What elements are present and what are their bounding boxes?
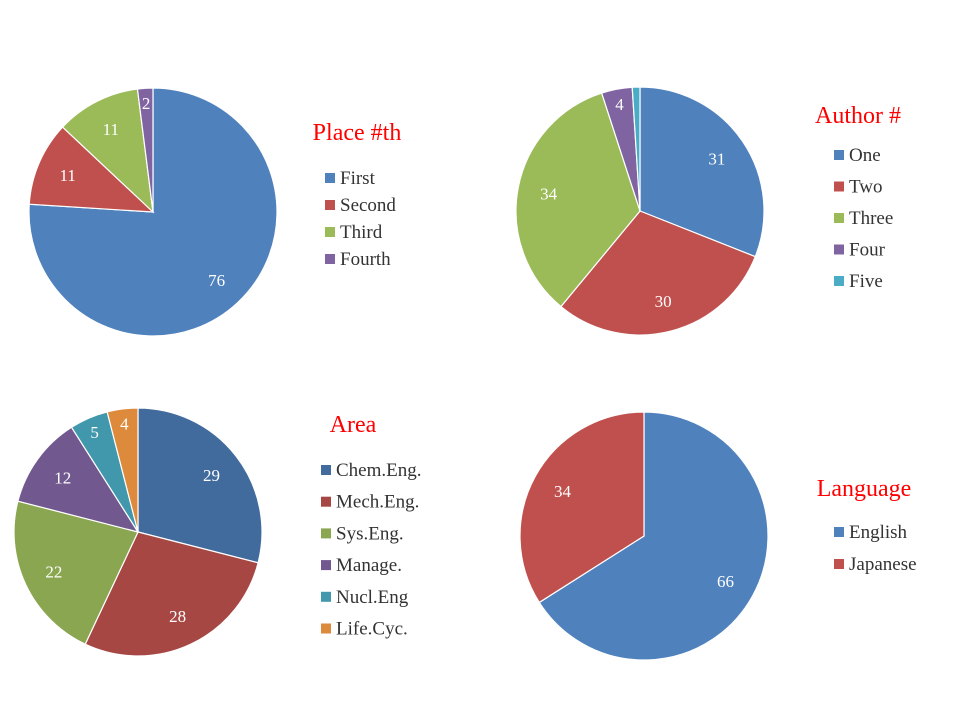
data-label-four: 4 [615, 95, 624, 114]
legend-label-english: English [849, 522, 908, 543]
pie-slice-second [28, 126, 155, 213]
legend-label-fourth: Fourth [340, 249, 391, 270]
pie-slice-japanese [519, 411, 645, 604]
legend-label-one: One [849, 145, 881, 166]
pie-chart-author: 31 30 34 4 Author # One Two Three Four Five [515, 86, 901, 336]
data-label-nucl-eng: 5 [90, 423, 99, 442]
legend-swatch-third [325, 227, 335, 237]
data-label-three: 34 [540, 185, 558, 204]
legend-swatch-nucl-eng [321, 591, 331, 602]
data-label-third: 11 [103, 120, 119, 139]
pie-slice-english [538, 411, 769, 661]
legend-label-manage: Manage. [336, 555, 402, 576]
data-label-first: 76 [208, 271, 225, 290]
legend-label-four: Four [849, 240, 886, 261]
pie-slice-one [639, 86, 765, 258]
pie-slice-two [560, 210, 757, 336]
legend-label-three: Three [849, 208, 893, 229]
legend-swatch-five [834, 276, 844, 286]
legend-swatch-two [834, 181, 844, 192]
legend-swatch-english [834, 527, 844, 537]
data-label-one: 31 [708, 150, 725, 169]
legend: One Two Three Four Five [834, 145, 893, 292]
legend-label-life-cyc: Life.Cyc. [336, 619, 408, 640]
data-label-manage: 12 [54, 468, 71, 487]
legend-label-sys-eng: Sys.Eng. [336, 523, 404, 544]
data-label-chem-eng: 29 [203, 466, 220, 485]
legend: English Japanese [834, 522, 917, 575]
data-label-english: 66 [717, 572, 734, 591]
chart-title: Author # [815, 103, 901, 129]
legend-swatch-second [325, 200, 335, 210]
chart-title: Area [330, 412, 377, 438]
legend-label-five: Five [849, 271, 883, 292]
legend-label-nucl-eng: Nucl.Eng [336, 587, 409, 608]
legend-swatch-mech-eng [321, 496, 331, 507]
pie-slice-three [515, 92, 641, 308]
data-label-two: 30 [655, 292, 672, 311]
legend-swatch-first [325, 173, 335, 183]
data-label-sys-eng: 22 [45, 563, 62, 582]
pie-slice-fourth [136, 87, 154, 213]
pie-chart-area: 29 28 22 12 5 4 Area Chem.Eng. Mech.Eng. Sys.Eng.… [13, 407, 422, 657]
legend-swatch-four [834, 244, 844, 255]
legend-swatch-one [834, 150, 844, 160]
pie-slice-five [631, 86, 641, 212]
pie-slice-mech-eng [84, 531, 259, 657]
legend-swatch-chem-eng [321, 465, 331, 475]
legend-label-japanese: Japanese [849, 554, 917, 575]
legend-swatch-life-cyc [321, 623, 331, 634]
data-label-mech-eng: 28 [169, 607, 186, 626]
legend-label-third: Third [340, 222, 383, 243]
pie-slice-life-cyc [106, 407, 139, 533]
legend-swatch-fourth [325, 254, 335, 264]
data-label-japanese: 34 [554, 482, 572, 501]
legend: First Second Third Fourth [325, 168, 396, 270]
pie-slice-manage [17, 426, 140, 533]
pie-chart-language: 66 34 Language English Japanese [519, 411, 917, 661]
chart-title: Language [817, 476, 912, 502]
legend-label-first: First [340, 168, 376, 189]
pie-chart-place-th: 76 11 11 2 Place #th First Second Third Fourth [28, 87, 402, 337]
pie-slice-chem-eng [137, 407, 263, 564]
legend-label-second: Second [340, 195, 396, 216]
data-label-life-cyc: 4 [120, 415, 129, 434]
pie-slice-sys-eng [13, 500, 139, 645]
data-label-fourth: 2 [142, 94, 151, 113]
chart-title: Place #th [313, 120, 402, 146]
legend-swatch-sys-eng [321, 528, 331, 539]
legend-swatch-manage [321, 560, 331, 571]
legend-swatch-japanese [834, 559, 844, 569]
legend: Chem.Eng. Mech.Eng. Sys.Eng. Manage. Nucl.En… [321, 460, 422, 640]
legend-label-two: Two [849, 177, 883, 198]
legend-swatch-three [834, 213, 844, 223]
pie-slice-third [61, 88, 154, 214]
data-label-second: 11 [59, 166, 75, 185]
legend-label-chem-eng: Chem.Eng. [336, 460, 422, 481]
legend-label-mech-eng: Mech.Eng. [336, 492, 419, 513]
